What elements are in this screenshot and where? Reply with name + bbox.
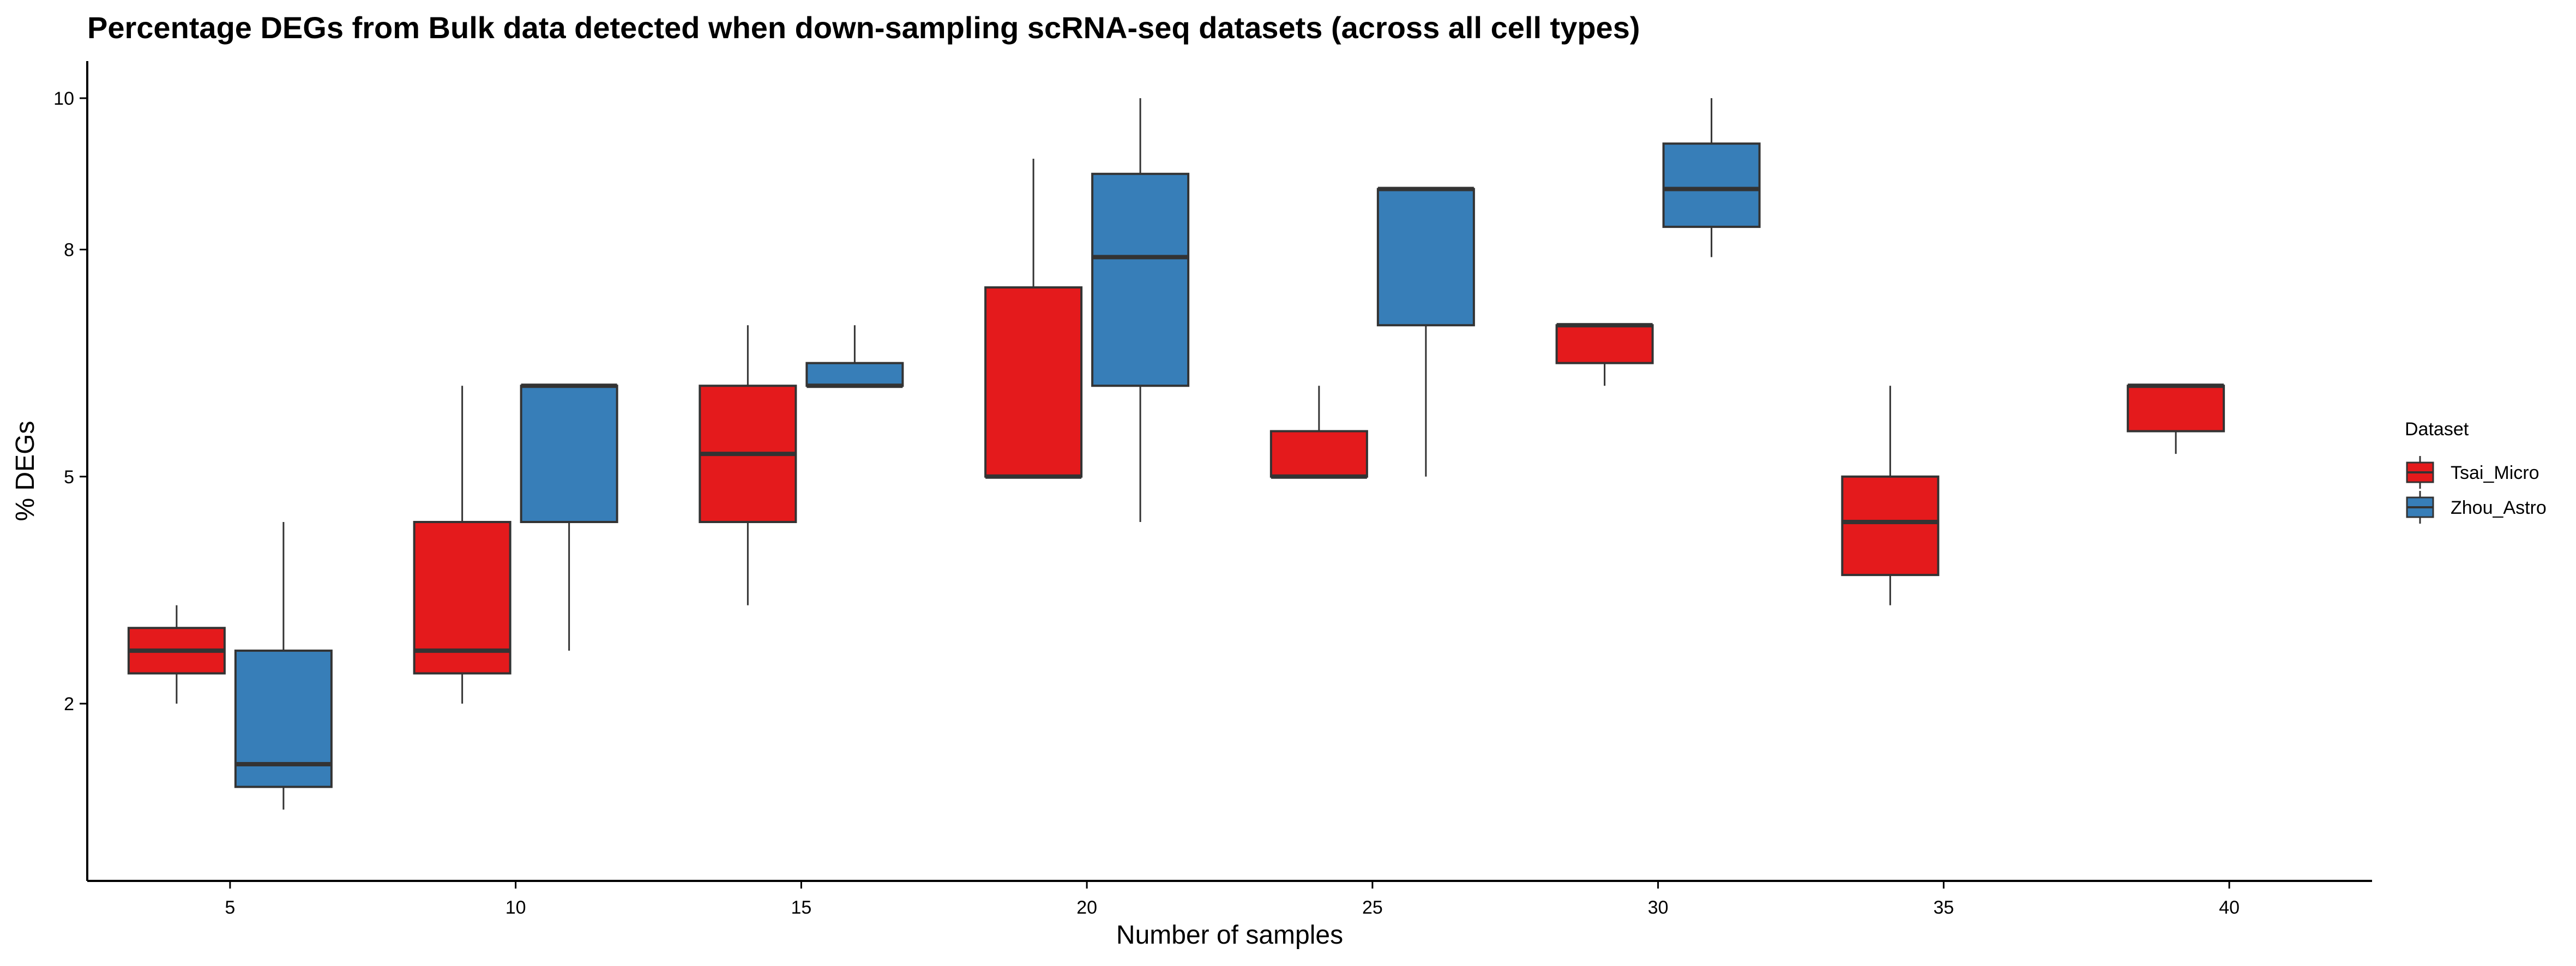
box-body — [1841, 475, 1940, 577]
box-body — [2127, 385, 2225, 433]
y-tick-label: 2 — [64, 694, 74, 715]
legend-label: Tsai_Micro — [2451, 463, 2539, 483]
y-tick-label: 8 — [64, 240, 74, 261]
x-tick-label: 10 — [505, 897, 526, 918]
box-zhou-astro — [520, 383, 618, 651]
x-tick-label: 35 — [1933, 897, 1954, 918]
box-body — [1269, 430, 1368, 478]
legend-title: Dataset — [2405, 419, 2469, 440]
x-axis-title: Number of samples — [1116, 921, 1343, 950]
box-tsai-micro — [413, 386, 511, 704]
legend: Dataset Tsai_Micro Zhou_Astro — [2405, 419, 2547, 524]
box-tsai-micro — [2127, 383, 2225, 454]
x-tick-label: 30 — [1648, 897, 1669, 918]
legend-item: Zhou_Astro — [2406, 491, 2547, 524]
box-body — [1555, 324, 1654, 364]
box-tsai-micro — [1269, 386, 1368, 479]
x-tick-label: 20 — [1076, 897, 1097, 918]
box-body — [413, 521, 511, 675]
box-body — [520, 385, 618, 523]
y-tick-label: 5 — [64, 467, 74, 488]
y-axis-ticks: 2 5 8 10 — [53, 88, 87, 715]
box-tsai-micro — [1555, 323, 1654, 386]
box-zhou-astro — [805, 325, 904, 388]
box-body — [805, 362, 904, 387]
box-tsai-micro — [1841, 386, 1940, 605]
box-body — [234, 649, 333, 788]
box-zhou-astro — [234, 522, 333, 810]
box-tsai-micro — [699, 325, 797, 605]
box-zhou-astro — [1376, 187, 1475, 477]
x-tick-label: 5 — [225, 897, 235, 918]
x-tick-label: 15 — [791, 897, 811, 918]
legend-label: Zhou_Astro — [2451, 497, 2547, 518]
chart-title: Percentage DEGs from Bulk data detected … — [87, 10, 1640, 45]
box-zhou-astro — [1091, 98, 1190, 522]
legend-item: Tsai_Micro — [2406, 456, 2539, 489]
box-tsai-micro — [127, 605, 226, 704]
box-series — [127, 98, 2225, 810]
y-axis-title: % DEGs — [11, 421, 40, 521]
box-body — [1662, 142, 1761, 228]
box-body — [1091, 172, 1190, 387]
x-tick-label: 25 — [1362, 897, 1383, 918]
box-body — [1376, 188, 1475, 327]
box-zhou-astro — [1662, 98, 1761, 257]
y-tick-label: 10 — [53, 88, 74, 109]
x-axis-ticks: 5 10 15 20 25 30 35 40 — [225, 881, 2240, 918]
x-tick-label: 40 — [2219, 897, 2240, 918]
box-tsai-micro — [984, 159, 1083, 479]
box-body — [984, 286, 1083, 478]
legend-items: Tsai_Micro Zhou_Astro — [2406, 456, 2547, 524]
